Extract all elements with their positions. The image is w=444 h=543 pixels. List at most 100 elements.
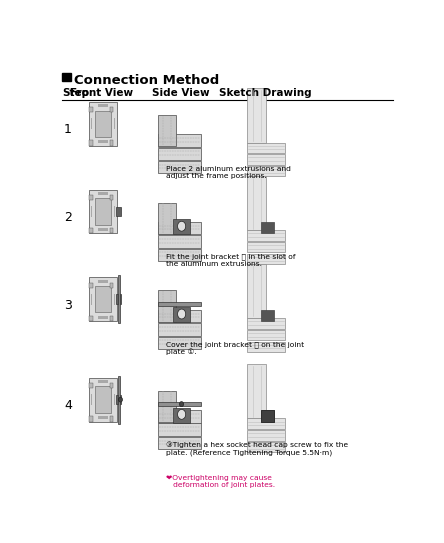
Bar: [89, 383, 92, 388]
Circle shape: [179, 402, 183, 407]
Bar: [158, 310, 201, 323]
Text: Connection Method: Connection Method: [75, 73, 220, 86]
Bar: [247, 142, 285, 153]
Bar: [247, 330, 285, 340]
Bar: [91, 118, 92, 129]
Bar: [158, 134, 201, 147]
Bar: [115, 395, 121, 405]
Bar: [89, 107, 92, 112]
Bar: [158, 437, 201, 450]
Bar: [98, 280, 108, 282]
Bar: [89, 316, 92, 321]
Bar: [95, 387, 111, 413]
Circle shape: [178, 409, 186, 419]
Bar: [118, 275, 120, 324]
Bar: [110, 228, 113, 233]
Bar: [110, 383, 113, 388]
Bar: [158, 323, 201, 336]
Bar: [247, 176, 266, 230]
Bar: [174, 408, 190, 422]
Bar: [98, 380, 108, 383]
Bar: [89, 378, 117, 421]
Bar: [89, 102, 117, 146]
Bar: [110, 195, 113, 200]
Bar: [158, 410, 201, 422]
Bar: [247, 230, 285, 241]
Text: Sketch Drawing: Sketch Drawing: [219, 88, 312, 98]
Bar: [247, 242, 285, 252]
Bar: [89, 190, 117, 233]
Bar: [89, 282, 92, 288]
Text: 3: 3: [64, 299, 72, 312]
Bar: [174, 307, 190, 323]
Bar: [114, 206, 115, 217]
Bar: [247, 364, 266, 419]
Bar: [114, 118, 115, 129]
Text: Step: Step: [62, 88, 90, 98]
Bar: [118, 376, 120, 424]
Bar: [158, 337, 201, 349]
Bar: [158, 402, 201, 406]
Bar: [91, 206, 92, 217]
Bar: [158, 291, 176, 321]
Text: Front View: Front View: [71, 88, 134, 98]
Bar: [158, 222, 201, 235]
Bar: [91, 294, 92, 305]
Bar: [158, 161, 201, 173]
Text: Cover the joint bracket Ⓐ on the joint
plate ①.: Cover the joint bracket Ⓐ on the joint p…: [166, 341, 304, 356]
Bar: [89, 195, 92, 200]
Bar: [158, 390, 176, 422]
Bar: [247, 88, 266, 142]
Bar: [158, 301, 201, 306]
Bar: [247, 430, 285, 440]
Bar: [98, 416, 108, 419]
Bar: [158, 249, 201, 261]
Bar: [261, 310, 274, 321]
Bar: [261, 410, 274, 421]
Bar: [95, 111, 111, 137]
Bar: [114, 294, 115, 305]
Bar: [247, 166, 285, 176]
Bar: [115, 294, 121, 304]
Bar: [98, 316, 108, 319]
Bar: [158, 148, 201, 160]
Text: ❤Overtightening may cause
   deformation of joint plates.: ❤Overtightening may cause deformation of…: [166, 475, 275, 488]
Bar: [247, 342, 285, 352]
Text: 2: 2: [64, 211, 72, 224]
Bar: [110, 107, 113, 112]
Bar: [247, 318, 285, 329]
Bar: [62, 73, 71, 81]
Text: 1: 1: [64, 123, 72, 136]
Bar: [174, 219, 190, 235]
Bar: [91, 394, 92, 405]
Circle shape: [119, 397, 123, 402]
Bar: [110, 416, 113, 421]
Bar: [95, 198, 111, 225]
Bar: [247, 254, 285, 264]
Bar: [247, 419, 285, 429]
Bar: [247, 154, 285, 165]
Bar: [261, 222, 274, 233]
Text: ③Tighten a hex socket head cap screw to fix the
plate. (Reference Tightening Tor: ③Tighten a hex socket head cap screw to …: [166, 441, 348, 456]
Text: Fit the joint bracket Ⓐ in the slot of
the aluminum extrusions.: Fit the joint bracket Ⓐ in the slot of t…: [166, 253, 295, 267]
Text: 4: 4: [64, 400, 72, 413]
Bar: [110, 316, 113, 321]
Bar: [110, 141, 113, 146]
Bar: [98, 104, 108, 107]
Bar: [158, 424, 201, 436]
Circle shape: [178, 222, 186, 231]
Bar: [95, 286, 111, 312]
Bar: [89, 277, 117, 321]
Bar: [114, 394, 115, 405]
Bar: [261, 410, 274, 421]
Bar: [98, 192, 108, 195]
Bar: [89, 141, 92, 146]
Bar: [158, 235, 201, 248]
Bar: [158, 115, 176, 146]
Bar: [110, 282, 113, 288]
Bar: [115, 207, 121, 216]
Bar: [247, 264, 266, 318]
Text: Place 2 aluminum extrusions and
adjust the frame positions.: Place 2 aluminum extrusions and adjust t…: [166, 166, 290, 179]
Bar: [158, 203, 176, 234]
Bar: [89, 416, 92, 421]
